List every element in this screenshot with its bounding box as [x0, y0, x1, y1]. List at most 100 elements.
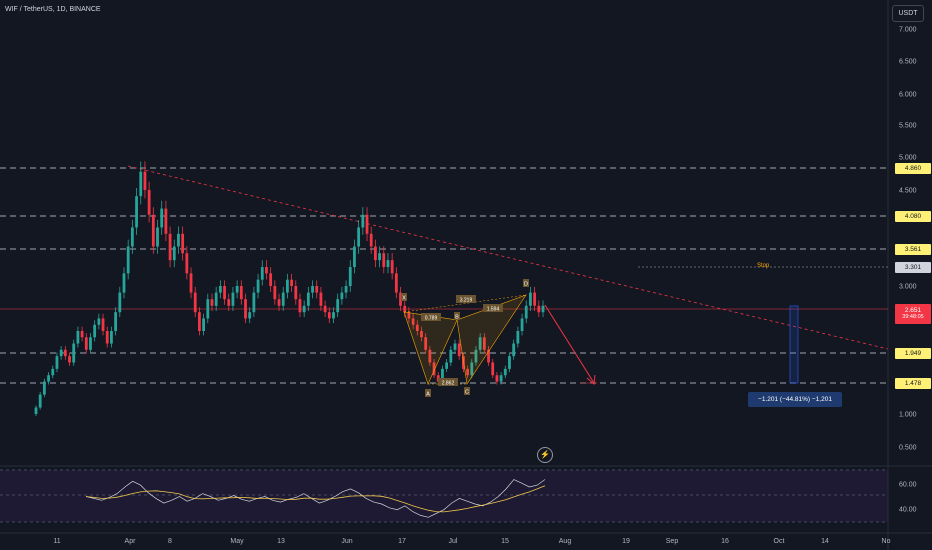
- time-tick-label: 14: [821, 538, 829, 545]
- candle-body: [508, 356, 511, 369]
- candle-body: [491, 362, 495, 376]
- pattern-point-box: [401, 293, 407, 301]
- candle-body: [478, 337, 482, 350]
- candle-body: [110, 331, 113, 344]
- candle-body: [260, 267, 264, 280]
- candle-body: [361, 214, 365, 228]
- candle-body: [168, 233, 172, 261]
- candle-body: [38, 394, 42, 408]
- candle-body: [302, 305, 306, 313]
- pattern-ratio-label: 3.219: [460, 298, 473, 304]
- candle-body: [524, 305, 528, 319]
- candle-body: [239, 286, 243, 300]
- candle-body: [105, 331, 109, 344]
- candle-body: [126, 246, 130, 274]
- time-tick-label: Apr: [125, 538, 137, 545]
- candle-body: [151, 214, 155, 247]
- candle-body: [198, 312, 201, 331]
- candle-body: [516, 331, 520, 344]
- bar-countdown: 39:48:05: [902, 314, 924, 320]
- time-tick-label: 16: [721, 538, 729, 545]
- candle-body: [290, 279, 293, 286]
- candle-body: [357, 227, 361, 247]
- price-tick-label: 0.500: [899, 445, 917, 452]
- candle-body: [252, 292, 256, 313]
- pattern-point-label: C: [465, 390, 469, 396]
- pattern-ratio-box: [438, 378, 458, 386]
- candle-body: [269, 273, 273, 286]
- candle-body: [512, 343, 516, 357]
- candle-body: [390, 260, 394, 274]
- candle-body: [298, 299, 302, 313]
- candle-body: [353, 246, 356, 268]
- trend-line: [127, 165, 889, 350]
- time-tick-label: 15: [501, 538, 509, 545]
- lightning-icon[interactable]: ⚡: [537, 447, 553, 463]
- candle-body: [181, 233, 185, 254]
- candle-body: [365, 214, 369, 234]
- pattern-point-box: [464, 387, 470, 395]
- level-tag: 4.860: [895, 162, 931, 174]
- currency-badge[interactable]: USDT: [892, 5, 924, 22]
- candle-body: [466, 368, 469, 376]
- price-tick-label: 3.000: [899, 284, 917, 291]
- candle-body: [294, 286, 298, 300]
- candle-body: [499, 375, 503, 382]
- rsi-line: [85, 479, 546, 518]
- time-tick-label: Jul: [449, 538, 458, 545]
- candle-body: [487, 349, 490, 363]
- time-tick-label: May: [230, 538, 244, 545]
- level-tag: 1.478: [895, 377, 931, 389]
- current-price-value: 2.651: [904, 307, 922, 314]
- time-tick-label: 8: [168, 538, 172, 545]
- pattern-ratio-box: [483, 304, 503, 312]
- rsi-tick-label: 40.00: [899, 507, 917, 514]
- rsi-panel-band: [0, 470, 888, 522]
- pattern-ratio-box: [421, 313, 441, 321]
- candle-body: [223, 286, 226, 300]
- candle-body: [97, 318, 101, 325]
- price-tick-label: 1.000: [899, 412, 917, 419]
- candle-body: [143, 171, 147, 190]
- candle-body: [172, 246, 176, 261]
- candle-body: [520, 318, 524, 331]
- pattern-point-label: A: [426, 392, 430, 398]
- price-tick-label: 4.500: [899, 188, 917, 195]
- candle-body: [42, 381, 46, 395]
- price-tick-label: 7.000: [899, 27, 917, 34]
- measure-box: [789, 305, 799, 384]
- pattern-ratio-line: [403, 294, 527, 313]
- candle-body: [541, 305, 545, 313]
- candle-body: [420, 331, 423, 338]
- pattern-ratio-label: 2.862: [442, 381, 455, 387]
- candle-body: [51, 368, 55, 376]
- candle-body: [84, 337, 88, 350]
- candle-body: [327, 312, 331, 319]
- time-tick-label: No: [882, 538, 891, 545]
- candle-body: [273, 286, 277, 300]
- candle-body: [231, 292, 235, 306]
- candle-body: [34, 407, 38, 414]
- candle-body: [277, 299, 281, 306]
- level-tag: 3.561: [895, 243, 931, 255]
- candle-body: [441, 368, 444, 382]
- candle-body: [340, 292, 344, 300]
- candle-body: [432, 362, 436, 376]
- stop-tag: 3.301: [895, 261, 931, 273]
- pattern-ratio-label: 1.594: [487, 307, 500, 313]
- candle-body: [332, 312, 335, 319]
- candle-body: [164, 208, 168, 234]
- candle-body: [403, 305, 407, 313]
- candle-body: [407, 312, 411, 319]
- candle-body: [348, 267, 352, 286]
- candle-body: [63, 349, 67, 357]
- candle-body: [482, 337, 486, 350]
- time-tick-label: 11: [53, 538, 60, 545]
- candle-body: [80, 331, 84, 338]
- candle-body: [265, 267, 268, 274]
- candle-body: [344, 286, 348, 293]
- candle-body: [336, 299, 340, 313]
- candle-body: [474, 349, 478, 363]
- candle-body: [248, 312, 252, 319]
